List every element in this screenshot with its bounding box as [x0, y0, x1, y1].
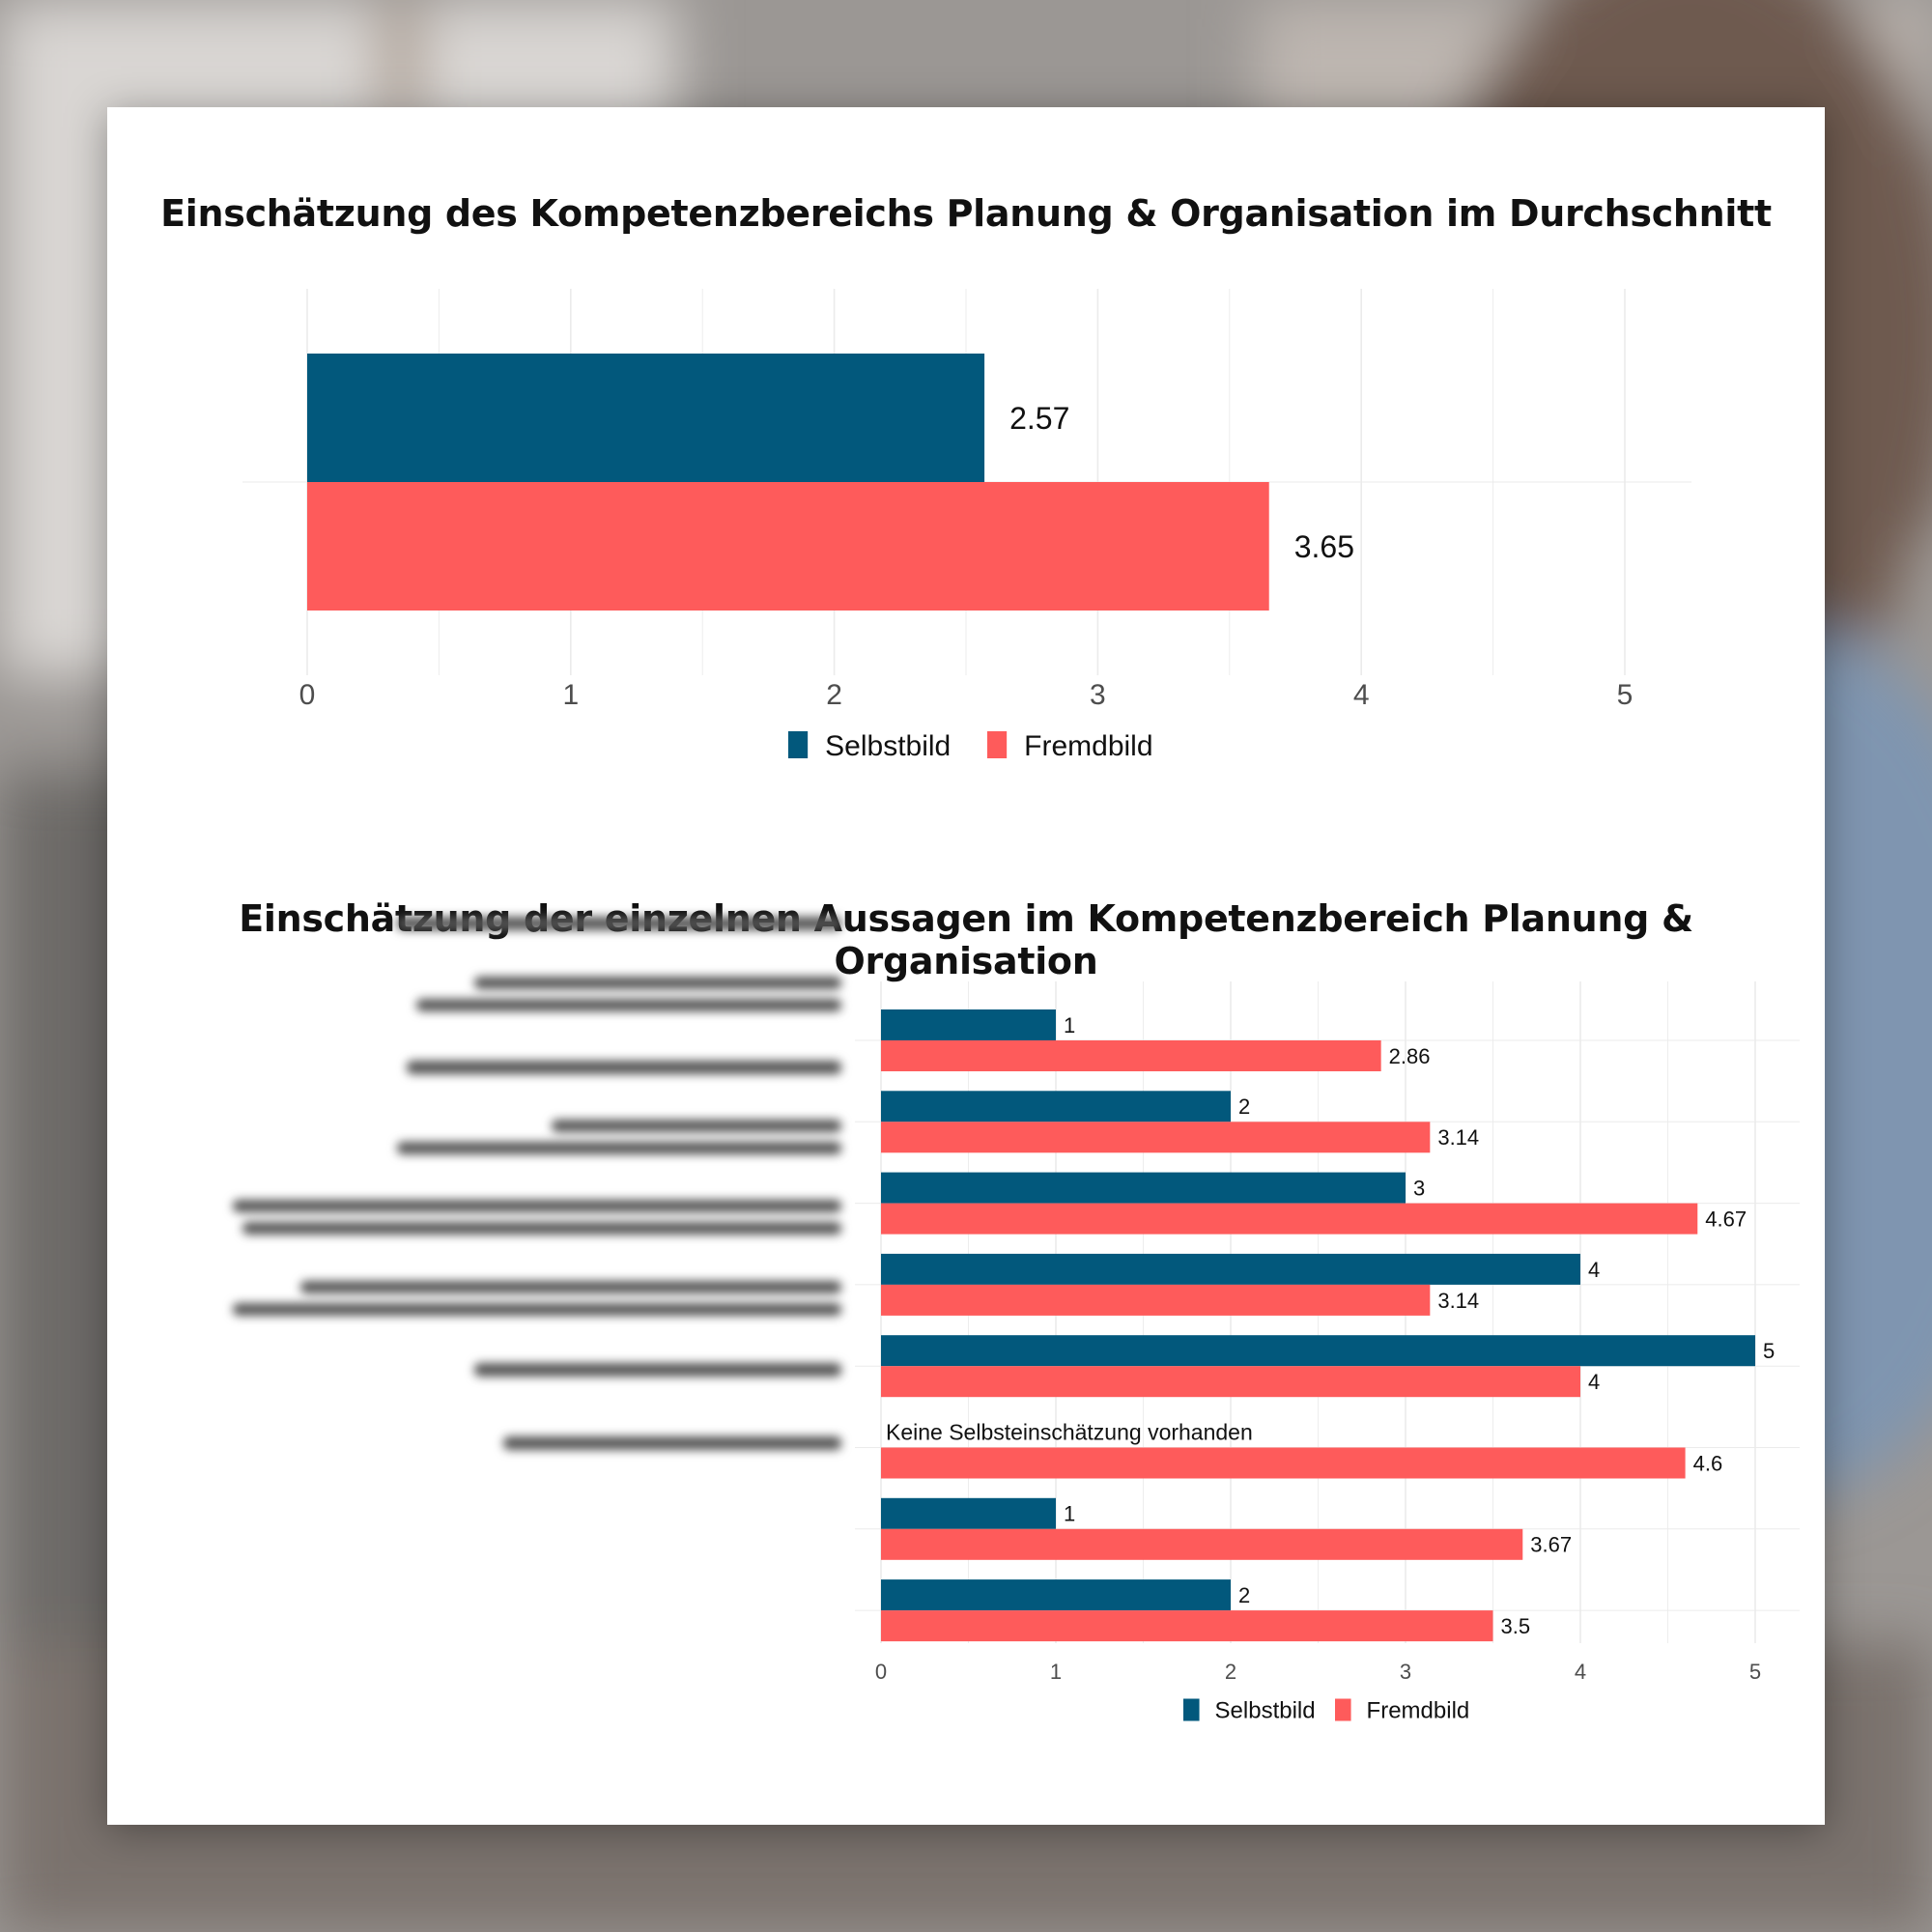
- chart2-x-tick-label: 0: [875, 1660, 887, 1684]
- chart1-legend-label: Selbstbild: [825, 730, 951, 762]
- chart-card: Einschätzung des Kompetenzbereichs Planu…: [107, 107, 1825, 1825]
- chart1-legend-swatch-selbstbild: [788, 731, 809, 758]
- chart2-bar-selbstbild: [881, 1172, 1406, 1204]
- chart2-bar-fremdbild: [881, 1447, 1686, 1479]
- chart2-bar-fremdbild: [881, 1122, 1431, 1153]
- chart2-x-tick-label: 4: [1575, 1660, 1586, 1684]
- chart2-legend-label: Fremdbild: [1367, 1698, 1470, 1724]
- chart2-bar-fremdbild: [881, 1610, 1493, 1642]
- chart2-bars: 1 2.86 2 3.14 3 4.67 4 3.14 5 4 4.6 Keine Selbstein…: [881, 1009, 1775, 1642]
- chart2-bar-selbstbild: [881, 1009, 1056, 1040]
- chart1-legend: Selbstbild Fremdbild: [788, 730, 1153, 762]
- chart2-bar-fremdbild: [881, 1040, 1381, 1071]
- chart2-value-label: 4.67: [1705, 1208, 1747, 1232]
- chart2-bar-fremdbild: [881, 1203, 1698, 1235]
- chart1-x-tick-label: 5: [1617, 679, 1634, 711]
- chart2-bar-selbstbild: [881, 1497, 1056, 1529]
- chart2-tick-labels: 0 1 2 3 4 5: [875, 1660, 1761, 1684]
- chart2-bar-selbstbild: [881, 1579, 1231, 1611]
- chart1-value-label: 2.57: [1009, 401, 1069, 436]
- chart1-x-tick-label: 1: [562, 679, 579, 711]
- chart1-bars: 2.57 3.65: [307, 354, 1354, 611]
- chart1-value-label: 3.65: [1294, 529, 1354, 564]
- chart2-value-label: 2.86: [1389, 1044, 1431, 1068]
- blurred-statement-labels: [233, 917, 841, 1450]
- chart2-bar-selbstbild: [881, 1091, 1231, 1122]
- chart2-value-label: 4.6: [1693, 1451, 1723, 1475]
- chart2-x-tick-label: 2: [1225, 1660, 1236, 1684]
- chart2-value-label: 3: [1413, 1177, 1425, 1201]
- chart2-value-label: 2: [1238, 1583, 1250, 1607]
- chart1-title: Einschätzung des Kompetenzbereichs Planu…: [160, 192, 1772, 235]
- chart2-bar-fremdbild: [881, 1284, 1431, 1316]
- chart2-value-label: 1: [1064, 1013, 1075, 1037]
- chart2-bar-selbstbild: [881, 1335, 1755, 1367]
- chart2-x-tick-label: 5: [1749, 1660, 1761, 1684]
- chart2-value-label: 3.67: [1530, 1533, 1572, 1557]
- chart2-value-label: 5: [1763, 1339, 1775, 1363]
- chart1-x-tick-label: 0: [299, 679, 316, 711]
- chart1-bar-fremdbild: [307, 482, 1269, 611]
- chart2-value-label: 3.14: [1437, 1125, 1479, 1150]
- chart1-x-tick-label: 3: [1090, 679, 1106, 711]
- chart2-value-label: 3.14: [1437, 1289, 1479, 1313]
- chart2-x-tick-label: 3: [1400, 1660, 1411, 1684]
- chart1-bar-selbstbild: [307, 354, 985, 482]
- chart1-legend-swatch-fremdbild: [987, 731, 1008, 758]
- chart1-x-tick-label: 2: [826, 679, 842, 711]
- chart2-value-label: 4: [1588, 1258, 1600, 1282]
- chart2-legend-label: Selbstbild: [1215, 1698, 1316, 1724]
- chart2-value-label: 3.5: [1501, 1614, 1531, 1638]
- chart1-legend-label: Fremdbild: [1024, 730, 1152, 762]
- chart2-missing-note: Keine Selbsteinschätzung vorhanden: [886, 1419, 1253, 1444]
- chart2-legend-swatch-selbstbild: [1183, 1698, 1200, 1721]
- chart2-value-label: 4: [1588, 1370, 1600, 1394]
- chart2-value-label: 1: [1064, 1502, 1075, 1526]
- chart2-legend: Selbstbild Fremdbild: [1183, 1698, 1469, 1724]
- chart2-bar-fremdbild: [881, 1366, 1580, 1398]
- chart2-bar-fremdbild: [881, 1528, 1523, 1560]
- chart2-statements: 1 2.86 2 3.14 3 4.67 4 3.14 5 4 4.6 Keine Selbstein…: [855, 981, 1800, 1724]
- chart1-average: 2.57 3.65 0 1 2 3 4 5 Selbstbild Fremdbild: [242, 289, 1691, 762]
- chart2-legend-swatch-fremdbild: [1335, 1698, 1351, 1721]
- chart1-tick-labels: 0 1 2 3 4 5: [299, 679, 1634, 711]
- chart2-value-label: 2: [1238, 1094, 1250, 1119]
- chart1-x-tick-label: 4: [1353, 679, 1370, 711]
- chart2-x-tick-label: 1: [1050, 1660, 1062, 1684]
- chart2-bar-selbstbild: [881, 1253, 1580, 1285]
